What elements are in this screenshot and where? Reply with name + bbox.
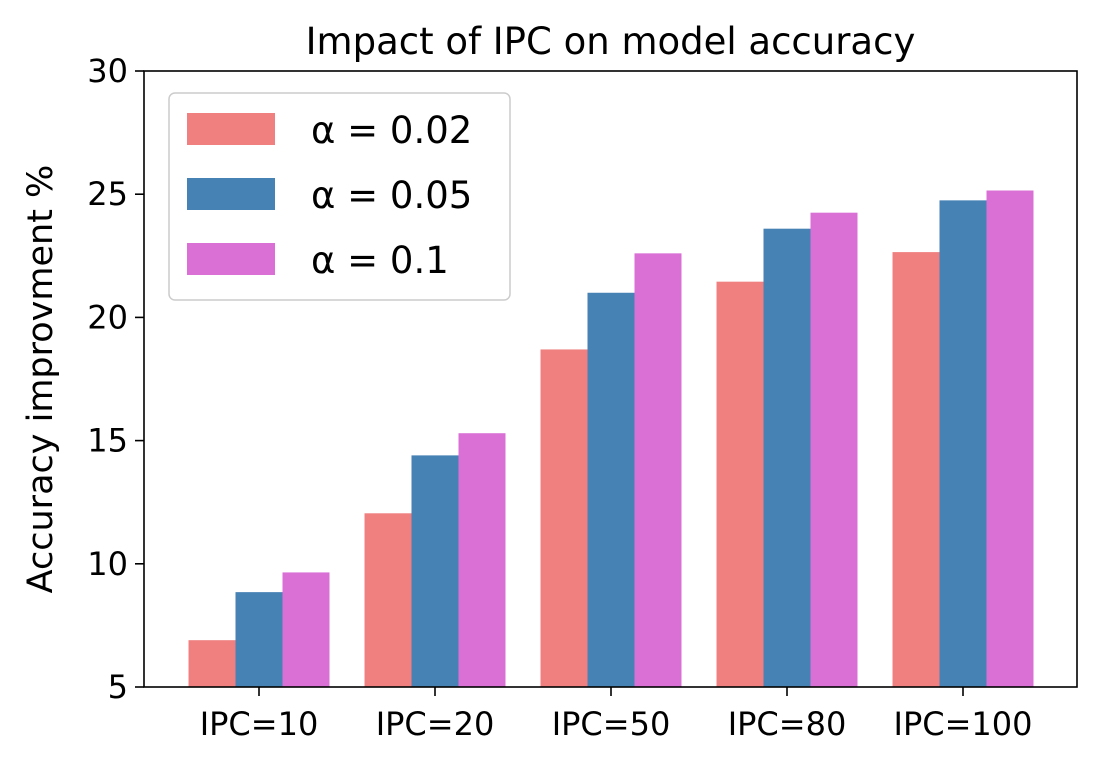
x-tick-label: IPC=20 — [376, 705, 495, 743]
legend-label-3: α = 0.1 — [311, 239, 449, 282]
bar-ipc-50-series-1 — [540, 349, 588, 687]
legend-swatch-2 — [187, 178, 275, 210]
bar-ipc-100-series-3 — [986, 190, 1034, 687]
x-ticks: IPC=10 IPC=20 IPC=50 IPC=80 IPC=100 — [200, 687, 1033, 743]
bar-ipc-80-series-1 — [716, 281, 764, 687]
x-tick-label: IPC=100 — [894, 705, 1033, 743]
bar-ipc-50-series-3 — [634, 253, 682, 687]
x-tick-label: IPC=50 — [552, 705, 671, 743]
y-tick-label: 25 — [87, 175, 128, 213]
y-axis-label: Accuracy improvment % — [21, 165, 61, 594]
x-tick-label: IPC=10 — [200, 705, 319, 743]
legend-swatch-3 — [187, 243, 275, 275]
bar-ipc-20-series-1 — [364, 513, 412, 687]
bar-ipc-10-series-1 — [188, 640, 236, 687]
legend: α = 0.02 α = 0.05 α = 0.1 — [168, 92, 511, 301]
x-tick-label: IPC=80 — [728, 705, 847, 743]
plot-frame — [143, 70, 1078, 688]
y-tick-label: 15 — [87, 422, 128, 460]
bar-ipc-50-series-2 — [587, 292, 635, 687]
bar-ipc-80-series-2 — [763, 228, 811, 688]
chart-title: Impact of IPC on model accuracy — [306, 20, 916, 63]
legend-label-2: α = 0.05 — [311, 174, 472, 217]
y-ticks: 5 10 15 20 25 30 — [87, 52, 144, 706]
legend-swatch-1 — [187, 113, 275, 145]
bar-ipc-10-series-2 — [235, 592, 283, 687]
y-tick-label: 30 — [87, 52, 128, 90]
bar-ipc-80-series-3 — [810, 212, 858, 687]
legend-label-1: α = 0.02 — [311, 109, 472, 152]
bar-ipc-100-series-1 — [892, 252, 940, 687]
bar-ipc-100-series-2 — [939, 200, 987, 688]
bar-ipc-20-series-3 — [458, 433, 506, 687]
y-tick-label: 10 — [87, 545, 128, 583]
y-tick-label: 20 — [87, 298, 128, 336]
y-tick-label: 5 — [108, 668, 128, 706]
bar-ipc-20-series-2 — [411, 455, 459, 687]
bars-group — [188, 190, 1034, 688]
bar-ipc-10-series-3 — [282, 572, 330, 687]
